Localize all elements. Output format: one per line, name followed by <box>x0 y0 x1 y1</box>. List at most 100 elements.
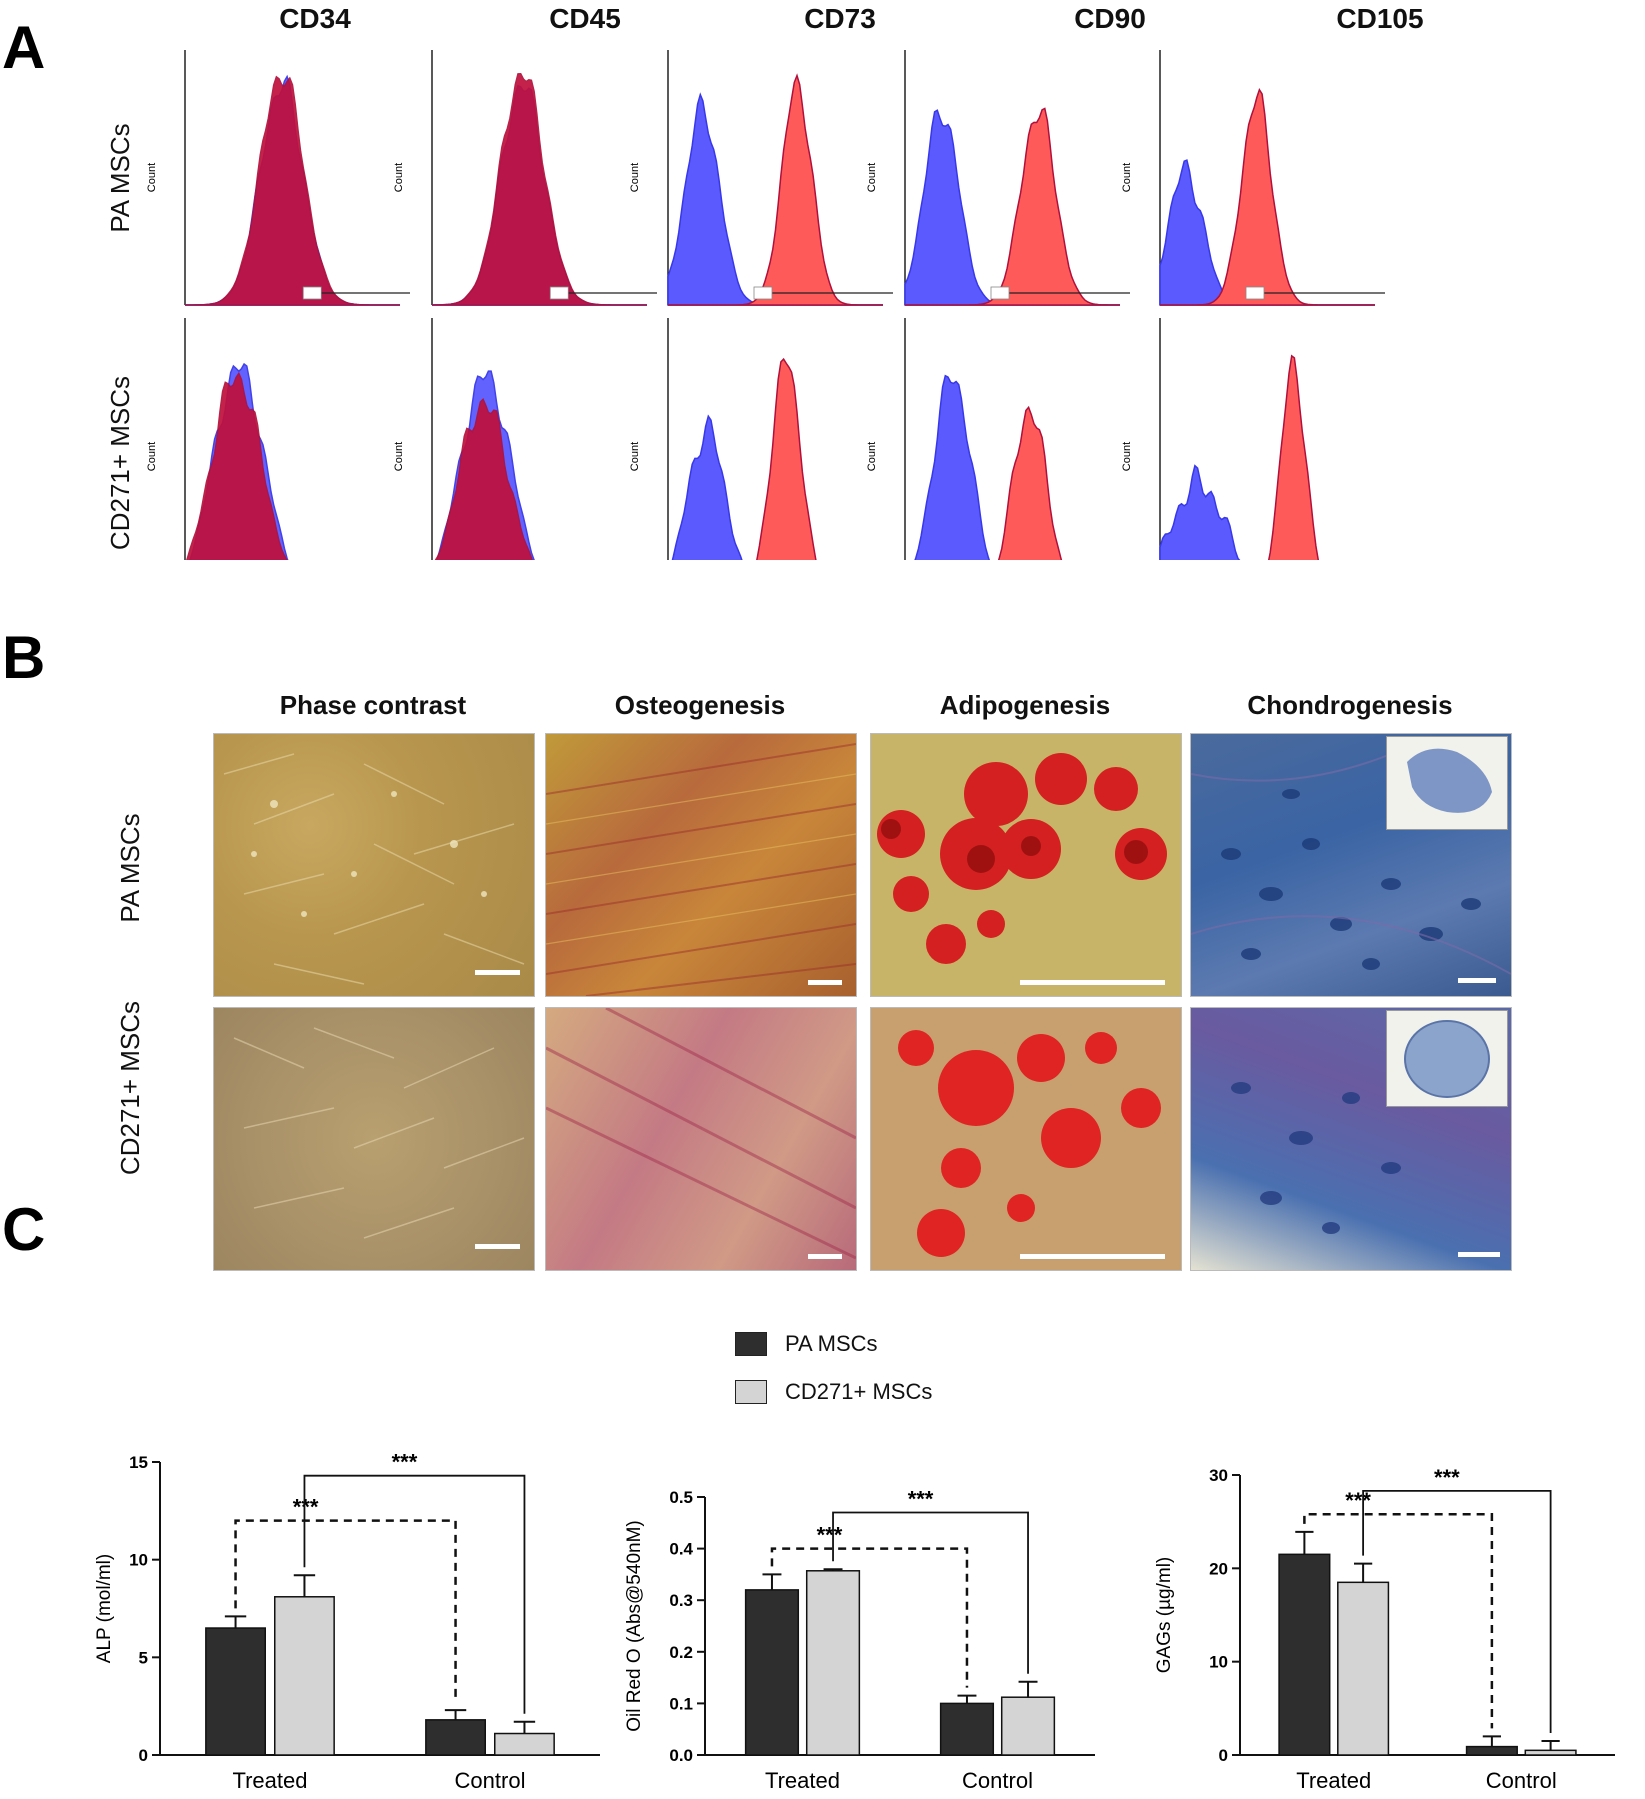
marker-header-cd73: CD73 <box>804 3 876 34</box>
scale-bar <box>1458 1252 1500 1257</box>
significance-bracket <box>1303 1512 1494 1729</box>
y-tick-label: 0.3 <box>669 1591 693 1610</box>
significance-label: *** <box>908 1486 934 1511</box>
y-axis-label: Count <box>146 442 158 471</box>
y-tick-label: 0.0 <box>669 1746 693 1765</box>
gate-label-box <box>1245 286 1265 300</box>
y-axis-label: Count <box>866 163 878 192</box>
y-tick-label: 10 <box>129 1551 148 1570</box>
y-axis-label: Count <box>1121 163 1133 192</box>
y-tick-label: 10 <box>1209 1653 1228 1672</box>
y-axis-label: Count <box>629 442 641 471</box>
bar-treated-cd271-mscs <box>805 1570 861 1756</box>
x-category-label: Treated <box>765 1768 840 1793</box>
significance-label: *** <box>392 1450 418 1475</box>
x-category-label: Control <box>1486 1768 1557 1793</box>
column-header-chondrogenesis: Chondrogenesis <box>1247 690 1453 720</box>
scale-bar <box>1020 980 1165 985</box>
bar-control-cd271-mscs <box>1000 1696 1056 1756</box>
significance-bracket <box>832 1511 1029 1674</box>
micrograph-cd271-adipogenesis <box>870 1007 1182 1271</box>
significance-label: *** <box>293 1495 319 1520</box>
significance-label: *** <box>817 1523 843 1548</box>
histogram-cd90-row1: Count <box>866 50 1130 306</box>
inset-pellet-section <box>1386 736 1508 830</box>
panel-letter-b: B <box>2 624 46 691</box>
marker-histogram <box>997 405 1063 560</box>
marker-header-cd34: CD34 <box>279 3 351 34</box>
histogram-cd45-row1: Count <box>393 50 657 306</box>
isotype-histogram <box>1159 464 1241 560</box>
histogram-cd45-row2: Count <box>393 318 535 560</box>
bar-control-pa-mscs <box>425 1719 486 1756</box>
marker-histogram <box>186 371 288 560</box>
scale-bar <box>1020 1254 1165 1259</box>
bar-treated-pa-mscs <box>1278 1553 1331 1756</box>
bar-control-pa-mscs <box>939 1702 995 1756</box>
bar-treated-pa-mscs <box>205 1627 266 1756</box>
histogram-cd73-row2: Count <box>629 318 817 560</box>
marker-header-cd45: CD45 <box>549 3 621 34</box>
y-axis-label: Count <box>146 163 158 192</box>
pellet-shape <box>1404 1020 1490 1098</box>
lipid-droplets <box>898 1030 1161 1257</box>
gate-label-box <box>990 286 1010 300</box>
significance-bracket <box>1362 1489 1552 1733</box>
marker-histogram <box>1160 87 1375 306</box>
cell-texture <box>223 753 525 985</box>
micrograph-pa-adipogenesis <box>870 733 1182 997</box>
scale-bar <box>475 1244 520 1249</box>
legend-swatch-cd271-mscs <box>735 1380 767 1404</box>
y-axis-label: GAGs (µg/ml) <box>1154 1557 1175 1674</box>
micrograph-cd271-osteogenesis <box>545 1007 857 1271</box>
micrograph-cd271-phase-contrast <box>213 1007 535 1271</box>
scale-bar <box>475 970 520 975</box>
marker-header-cd90: CD90 <box>1074 3 1146 34</box>
bar-chart-2: 0.0 0.1 0.2 0.3 0.4 0.5 Oil Red O (Abs@540nM) T… <box>624 1486 1095 1793</box>
bar-treated-pa-mscs <box>744 1589 800 1756</box>
row-label-b-cd271-mscs: CD271+ MSCs <box>115 1000 145 1176</box>
histogram-cd34-row2: Count <box>146 318 289 560</box>
bar-control-pa-mscs <box>1465 1745 1518 1756</box>
pellet-shape <box>1407 748 1492 813</box>
inset-pellet-section <box>1386 1010 1508 1107</box>
y-tick-label: 0 <box>139 1746 148 1765</box>
y-axis-label: Oil Red O (Abs@540nM) <box>624 1520 645 1731</box>
flow-histogram-grid: Count Count Count Count Count Count Count Count… <box>146 50 1385 560</box>
column-header-phase-contrast: Phase contrast <box>279 690 467 720</box>
row-label-b-pa-mscs: PA MSCs <box>115 813 145 923</box>
y-axis-label: Count <box>393 442 405 471</box>
cell-nuclei <box>1231 1082 1401 1234</box>
marker-histogram <box>668 73 883 306</box>
x-category-label: Control <box>962 1768 1033 1793</box>
y-tick-label: 0.5 <box>669 1488 693 1507</box>
column-header-adipogenesis: Adipogenesis <box>939 690 1111 720</box>
significance-label: *** <box>1434 1465 1460 1490</box>
isotype-histogram <box>914 374 991 560</box>
histogram-cd73-row1: Count <box>629 50 893 306</box>
histogram-cd105-row1: Count <box>1121 50 1385 306</box>
legend-label-cd271-mscs: CD271+ MSCs <box>785 1379 933 1404</box>
y-axis-label: Count <box>629 163 641 192</box>
bar-control-cd271-mscs <box>1524 1749 1577 1756</box>
isotype-histogram <box>671 414 743 560</box>
y-tick-label: 30 <box>1209 1466 1228 1485</box>
y-tick-label: 0 <box>1219 1746 1228 1765</box>
marker-histogram <box>431 73 647 306</box>
bar-chart-1: 0 5 10 15 ALP (mol/ml) Treated Control *** *** <box>94 1450 600 1793</box>
panel-letter-a: A <box>2 14 46 81</box>
marker-histogram <box>1267 354 1320 560</box>
y-axis-label: Count <box>866 442 878 471</box>
significance-bracket <box>234 1519 457 1703</box>
micrograph-pa-chondrogenesis <box>1190 733 1512 997</box>
micrograph-pa-phase-contrast <box>213 733 535 997</box>
x-category-label: Treated <box>1296 1768 1371 1793</box>
significance-label: *** <box>1345 1488 1371 1513</box>
marker-histogram <box>756 357 817 560</box>
marker-histogram <box>185 75 400 306</box>
y-axis-label: Count <box>1121 442 1133 471</box>
y-tick-label: 5 <box>139 1648 148 1667</box>
micrograph-cd271-chondrogenesis <box>1190 1007 1512 1271</box>
scale-bar <box>808 980 842 985</box>
